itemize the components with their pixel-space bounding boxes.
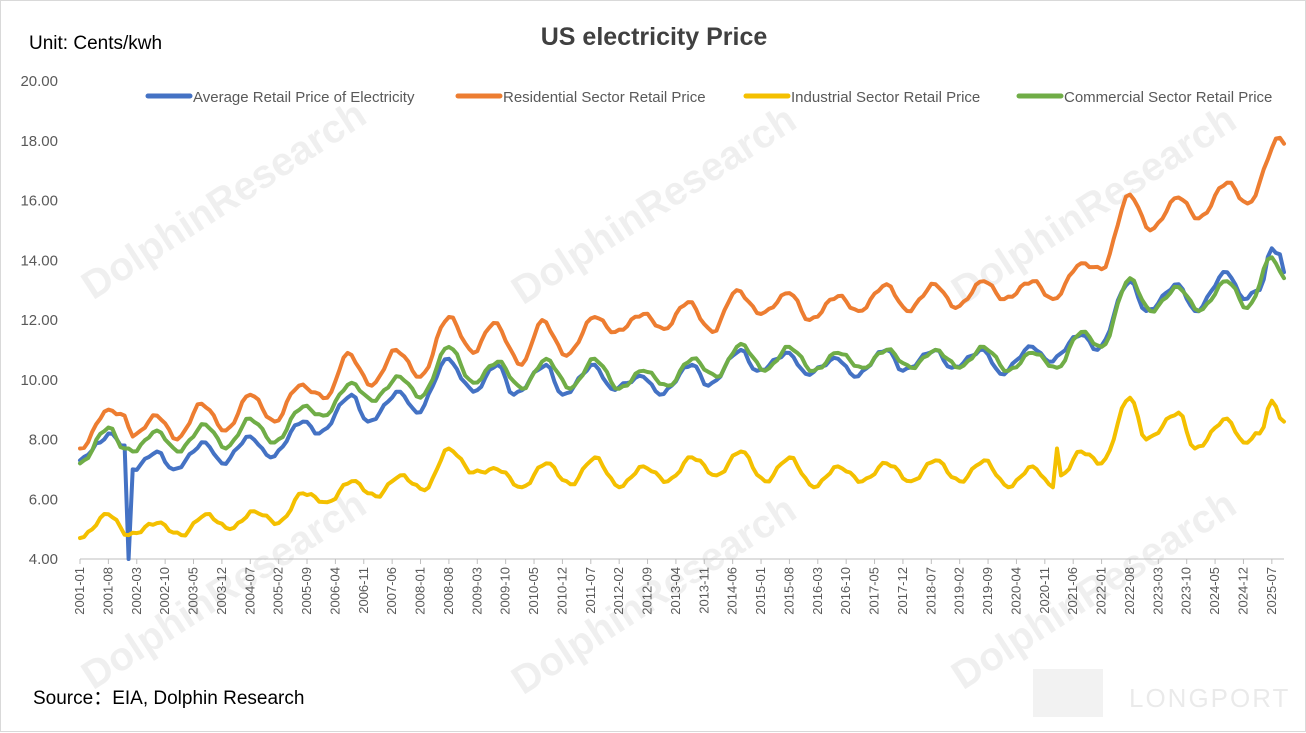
x-tick-label: 2024-12 — [1235, 567, 1250, 615]
x-tick-label: 2015-08 — [781, 567, 796, 615]
x-tick-label: 2018-07 — [923, 567, 938, 615]
x-tick-label: 2023-10 — [1179, 567, 1194, 615]
x-tick-label: 2001-08 — [100, 567, 115, 615]
x-tick-label: 2013-04 — [668, 567, 683, 615]
x-tick-label: 2010-05 — [526, 567, 541, 615]
y-tick-label: 4.00 — [29, 551, 58, 568]
x-tick-label: 2008-01 — [413, 567, 428, 615]
x-tick-label: 2006-04 — [327, 567, 342, 615]
series-layer — [78, 135, 1286, 561]
y-tick-label: 12.00 — [20, 312, 58, 329]
x-tick-label: 2002-03 — [129, 567, 144, 615]
longport-logo: LONGPORT — [1033, 669, 1290, 717]
x-tick-label: 2019-02 — [952, 567, 967, 615]
x-tick-label: 2025-07 — [1264, 567, 1279, 615]
series-line-2 — [78, 135, 1286, 451]
x-tick-label: 2005-02 — [271, 567, 286, 615]
x-tick-label: 2001-01 — [72, 567, 87, 615]
x-tick-label: 2007-06 — [384, 567, 399, 615]
x-tick-label: 2003-05 — [186, 567, 201, 615]
legend: Average Retail Price of Electricity Resid… — [145, 89, 1272, 106]
watermark-text: DolphinResearch — [504, 97, 804, 313]
x-tick-label: 2017-12 — [895, 567, 910, 615]
series-line-3 — [78, 395, 1286, 541]
x-tick-label: 2016-03 — [810, 567, 825, 615]
x-tick-label: 2005-09 — [299, 567, 314, 615]
x-tick-label: 2020-11 — [1037, 567, 1052, 614]
x-tick-label: 2014-06 — [725, 567, 740, 615]
x-tick-label: 2008-08 — [441, 567, 456, 615]
svg-text:LONGPORT: LONGPORT — [1129, 683, 1290, 713]
x-tick-label: 2019-09 — [980, 567, 995, 615]
x-axis: 2001-01 2001-08 2002-03 2002-10 2003-05 2003-… — [72, 558, 1284, 615]
x-tick-label: 2022-08 — [1122, 567, 1137, 615]
x-tick-label: 2015-01 — [753, 567, 768, 615]
x-tick-label: 2012-09 — [640, 567, 655, 615]
x-tick-label: 2006-11 — [356, 567, 371, 614]
y-tick-label: 10.00 — [20, 372, 58, 389]
x-tick-label: 2003-12 — [214, 567, 229, 615]
y-tick-label: 20.00 — [20, 73, 58, 90]
x-tick-label: 2016-10 — [838, 567, 853, 615]
y-tick-label: 14.00 — [20, 252, 58, 269]
watermark-text: DolphinResearch — [944, 97, 1244, 313]
legend-label: Residential Sector Retail Price — [503, 89, 706, 106]
legend-label: Average Retail Price of Electricity — [193, 89, 415, 106]
x-tick-label: 2017-05 — [867, 567, 882, 615]
x-tick-label: 2021-06 — [1065, 567, 1080, 615]
series-line-4 — [78, 255, 1286, 466]
x-tick-label: 2009-10 — [498, 567, 513, 615]
x-tick-label: 2024-05 — [1207, 567, 1222, 615]
watermark-text: DolphinResearch — [74, 92, 374, 308]
x-tick-label: 2022-01 — [1094, 567, 1109, 615]
x-tick-label: 2013-11 — [696, 567, 711, 614]
y-tick-label: 18.00 — [20, 133, 58, 150]
x-tick-label: 2012-02 — [611, 567, 626, 615]
chart-title: US electricity Price — [541, 23, 768, 51]
x-tick-label: 2004-07 — [242, 567, 257, 615]
x-tick-label: 2002-10 — [157, 567, 172, 615]
x-tick-label: 2023-03 — [1150, 567, 1165, 615]
x-tick-label: 2009-03 — [469, 567, 484, 615]
y-axis: 4.00 6.00 8.00 10.00 12.00 14.00 16.00 18.00 20.… — [20, 73, 58, 568]
legend-label: Industrial Sector Retail Price — [791, 89, 980, 106]
unit-label: Unit: Cents/kwh — [29, 33, 162, 54]
x-tick-label: 2010-12 — [554, 567, 569, 615]
y-tick-label: 16.00 — [20, 193, 58, 210]
source-note: Source：EIA, Dolphin Research — [33, 688, 304, 709]
legend-label: Commercial Sector Retail Price — [1064, 89, 1272, 106]
x-tick-label: 2020-04 — [1008, 567, 1023, 615]
y-tick-label: 6.00 — [29, 491, 58, 508]
y-tick-label: 8.00 — [29, 432, 58, 449]
x-tick-label: 2011-07 — [583, 567, 598, 614]
